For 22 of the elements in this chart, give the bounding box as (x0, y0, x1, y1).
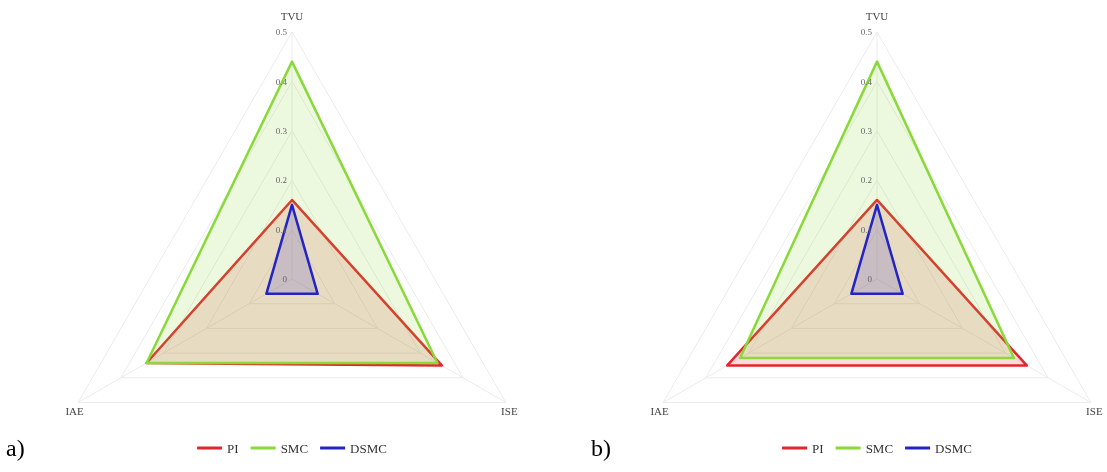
y-tick-label: 0.3 (275, 125, 288, 136)
spoke-label: IAE (650, 404, 670, 417)
legend-label: PI (227, 440, 239, 456)
spoke-label: ISE (501, 404, 518, 417)
legend-label: DSMC (935, 440, 972, 456)
spoke-label: TVU (865, 10, 889, 22)
legend-label: PI (812, 440, 824, 456)
y-tick-label: 0.2 (275, 175, 287, 186)
legend-label: SMC (280, 440, 309, 456)
y-tick-label: 0.5 (275, 27, 288, 38)
legend-label: DSMC (350, 440, 387, 456)
y-tick-label: 0.2 (860, 175, 872, 186)
spoke-label: TVU (280, 10, 304, 22)
spoke-label: ISE (1086, 404, 1103, 417)
text: b) (591, 435, 611, 462)
legend-label: SMC (865, 440, 894, 456)
y-tick-label: 0 (867, 274, 873, 285)
y-tick-label: 0.5 (860, 27, 873, 38)
y-tick-label: 0.3 (860, 125, 873, 136)
text: a) (6, 435, 25, 462)
y-tick-label: 0 (282, 274, 288, 285)
spoke-label: IAE (65, 404, 85, 417)
